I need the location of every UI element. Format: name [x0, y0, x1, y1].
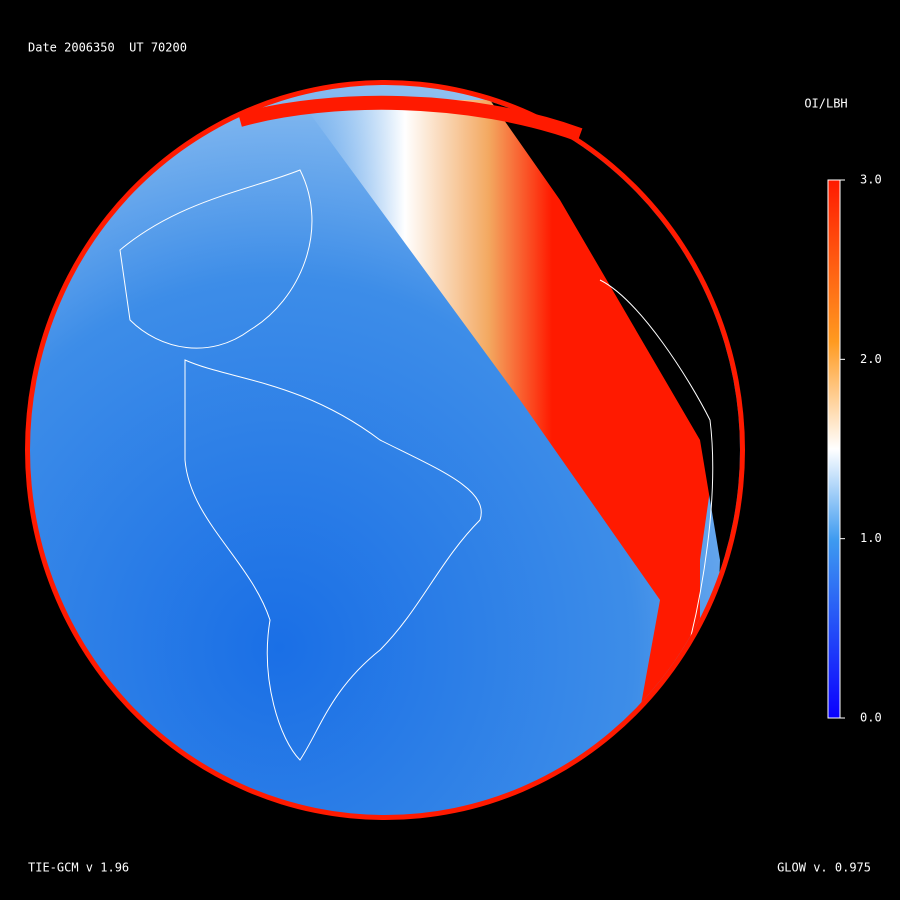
colorbar-tick-label: 0.0	[860, 711, 882, 725]
title: Date 2006350 UT 70200	[28, 41, 187, 55]
footer-right: GLOW v. 0.975	[777, 861, 871, 875]
continent-outline	[599, 279, 714, 641]
continent-outline	[184, 359, 482, 761]
colorbar-tick-label: 2.0	[860, 352, 882, 366]
colorbar	[827, 179, 841, 719]
colorbar-title: OI/LBH	[804, 97, 847, 111]
limb-top	[238, 95, 583, 142]
colorbar-tick-label: 3.0	[860, 173, 882, 187]
colorbar-tick-label: 1.0	[860, 531, 882, 545]
continent-outline	[119, 169, 313, 349]
night-side	[490, 100, 740, 815]
globe	[25, 80, 745, 820]
footer-left: TIE-GCM v 1.96	[28, 861, 129, 875]
